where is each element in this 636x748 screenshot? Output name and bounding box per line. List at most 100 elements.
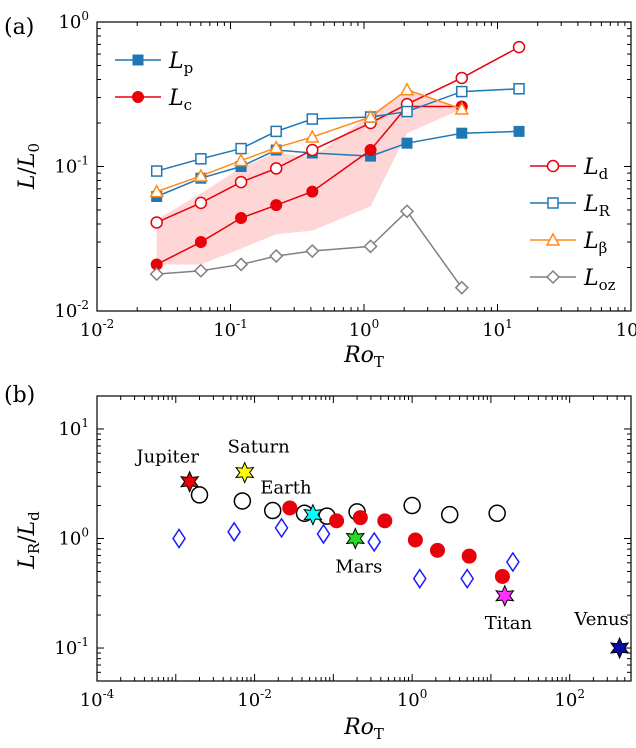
point-LR: [150, 165, 163, 177]
point-open-circles: [263, 501, 282, 520]
b-xtick-label: 100: [397, 687, 428, 711]
legend-marker-Lbeta: [545, 232, 561, 246]
star-marker-saturn: [234, 461, 255, 484]
legend-marker-Loz: [545, 269, 561, 285]
legend-item-Loz: Loz: [530, 266, 616, 294]
panel-b-label: (b): [4, 383, 35, 408]
panel-a-label: (a): [4, 15, 34, 40]
point-Loz: [149, 267, 164, 282]
b-ytick-label: 10-1: [54, 635, 89, 659]
point-blue-diamonds: [367, 531, 382, 553]
point-red-filled: [352, 510, 368, 526]
legend-item-Ld: Ld: [530, 155, 609, 183]
x-axis-label-b: RoT: [343, 715, 384, 743]
panel-b: (b) Jupiter Saturn Earth Mars Titan Venus 10-…: [4, 383, 632, 743]
point-Ld: [512, 40, 526, 54]
point-red-filled: [329, 513, 345, 529]
star-marker-titan: [495, 584, 515, 608]
point-Lp: [513, 125, 525, 137]
legend-label-Loz: Loz: [583, 266, 616, 294]
point-red-filled: [377, 513, 393, 529]
star-marker-venus: [609, 636, 630, 660]
point-Ld: [150, 216, 163, 229]
series-a: [149, 40, 526, 295]
series-Lbeta: [149, 82, 470, 198]
point-Lbeta: [149, 184, 164, 198]
point-Loz: [269, 248, 284, 264]
b-xtick-label: 102: [554, 687, 585, 711]
point-red-filled: [282, 500, 298, 516]
point-blue-diamonds: [172, 528, 186, 549]
point-open-circles: [233, 492, 252, 510]
point-Ld: [455, 71, 469, 85]
point-red-filled: [494, 568, 510, 584]
shaded-band: [156, 89, 462, 265]
y-axis-label-a: L/L0: [15, 143, 43, 190]
series-red-filled: [282, 500, 510, 584]
ticks-a: 10-2 10-1 100 101 102 10-2 10-1 100: [54, 9, 636, 341]
point-LR: [195, 153, 207, 165]
point-Lc: [364, 144, 377, 157]
point-Lp: [401, 137, 413, 149]
legend-item-Lp: Lp: [115, 49, 193, 77]
legend-item-Lbeta: Lβ: [530, 229, 607, 257]
point-Lp: [456, 127, 468, 139]
point-Ld: [194, 196, 208, 210]
point-red-filled: [461, 548, 477, 564]
a-ytick-label: 100: [58, 9, 89, 33]
b-xtick-label: 10-2: [237, 687, 272, 711]
point-Lc: [306, 185, 319, 198]
point-Loz: [234, 257, 249, 272]
point-blue-diamonds: [227, 521, 242, 543]
point-blue-diamonds: [460, 568, 475, 589]
b-ytick-label: 100: [58, 526, 89, 550]
a-ytick-label: 10-2: [54, 298, 89, 322]
point-LR: [235, 142, 247, 155]
legend-label-Lbeta: Lβ: [583, 229, 607, 257]
point-Lc: [194, 236, 207, 249]
planet-mars: Mars: [335, 527, 382, 578]
legend-label-Lc: Lc: [168, 86, 192, 114]
a-xtick-label: 10-2: [80, 317, 115, 341]
axes-b: [96, 395, 632, 682]
point-Lc: [270, 199, 283, 212]
y-axis-label-b: LR/Ld: [15, 511, 43, 570]
point-Lbeta: [454, 101, 470, 115]
legend-marker-Lp: [132, 54, 144, 66]
axis-labels-b: RoT LR/Ld: [15, 511, 384, 743]
legend-label-Ld: Ld: [583, 155, 609, 183]
point-Ld: [306, 143, 319, 157]
point-Loz: [363, 239, 378, 254]
shaded-band-area: [156, 89, 462, 265]
point-Loz: [193, 263, 208, 278]
series-blue-diamonds: [172, 517, 520, 589]
legend-label-Lp: Lp: [168, 49, 193, 77]
axis-labels-a: RoT L/L0: [15, 143, 384, 371]
x-axis-label-a: RoT: [343, 343, 384, 371]
planet-label-titan: Titan: [485, 613, 533, 634]
a-xtick-label: 101: [482, 317, 513, 341]
point-Lbeta: [268, 140, 284, 154]
planet-jupiter: Jupiter: [134, 447, 200, 493]
point-LR: [513, 83, 525, 95]
legend-item-Lc: Lc: [115, 86, 192, 114]
point-blue-diamonds: [274, 517, 289, 539]
planets-b: Jupiter Saturn Earth Mars Titan Venus: [134, 437, 630, 660]
plot-frame-b: [96, 395, 632, 682]
a-xtick-label: 10-1: [213, 317, 248, 341]
legend-item-LR: LR: [530, 192, 611, 220]
star-marker-jupiter: [179, 470, 200, 493]
a-xtick-label: 102: [616, 317, 636, 341]
point-Lbeta: [363, 109, 378, 123]
point-red-filled: [407, 532, 423, 548]
legend-marker-LR: [547, 197, 559, 209]
point-LR: [401, 105, 413, 118]
ticks-b: 10-4 10-2 100 102 10-1 100 101: [54, 395, 632, 711]
legend-label-LR: LR: [583, 192, 611, 220]
series-open-circles: [190, 486, 506, 525]
series-b: [172, 486, 520, 589]
legend-marker-Lc: [132, 91, 144, 103]
planet-earth: Earth: [260, 478, 323, 526]
b-xtick-label: 10-4: [80, 687, 115, 711]
